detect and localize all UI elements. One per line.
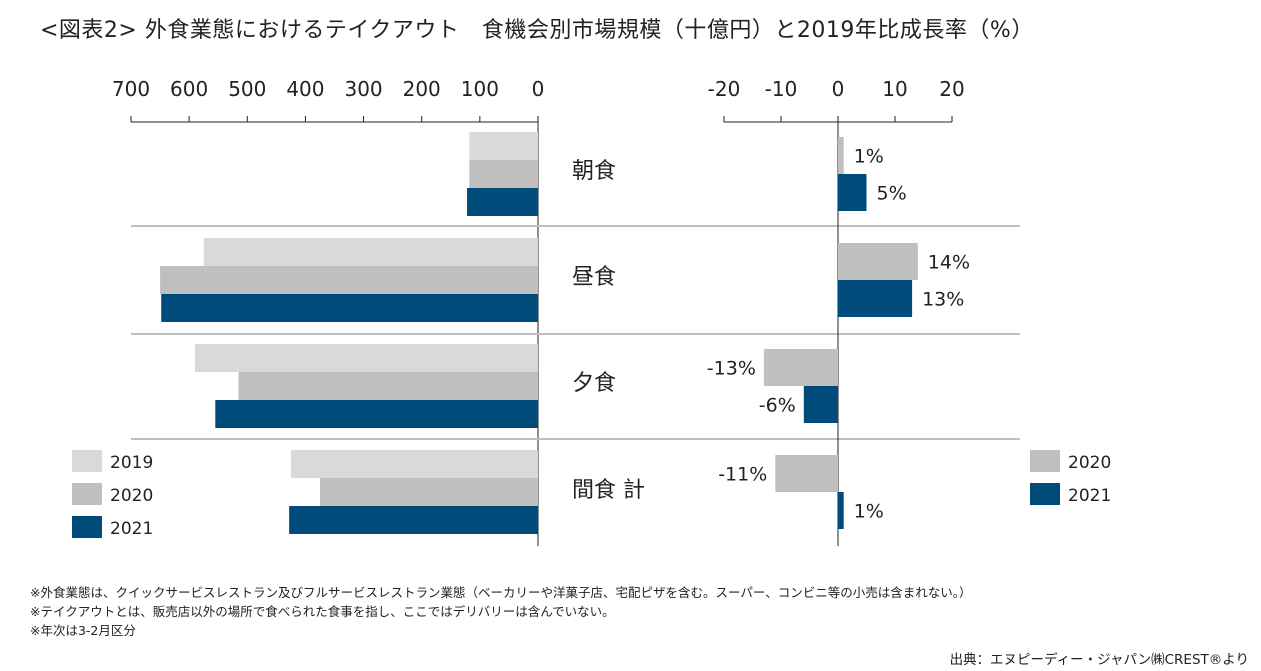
- right-legend-label: 2021: [1068, 486, 1111, 506]
- left-tick-label: 100: [461, 77, 499, 101]
- left-tick-label: 500: [228, 77, 266, 101]
- category-label: 朝食: [572, 159, 616, 184]
- left-legend-label: 2021: [110, 519, 153, 539]
- left-legend-swatch-2020: [72, 483, 102, 505]
- left-tick-label: 600: [170, 77, 208, 101]
- left-bar-2019: [194, 344, 538, 372]
- right-bar-2021: [838, 174, 867, 211]
- right-tick-label: -10: [765, 77, 798, 101]
- right-legend-label: 2020: [1068, 453, 1111, 473]
- right-legend-swatch-2020: [1030, 450, 1060, 472]
- footnote-1: ※外食業態は、クイックサービスレストラン及びフルサービスレストラン業態（ベーカリ…: [30, 585, 972, 600]
- left-bar-2021: [161, 294, 538, 322]
- data-label: 1%: [854, 501, 884, 523]
- left-bar-2019: [203, 238, 538, 266]
- left-tick-label: 300: [344, 77, 382, 101]
- left-legend-swatch-2019: [72, 450, 102, 472]
- source-note: 出典：エヌピーディー・ジャパン㈱CREST®より: [949, 652, 1249, 668]
- data-label: 1%: [854, 146, 884, 168]
- left-bar-2020: [160, 266, 539, 294]
- left-bar-2020: [469, 160, 538, 188]
- left-tick-label: 400: [286, 77, 324, 101]
- right-bar-2021: [838, 280, 913, 317]
- data-label: -11%: [718, 464, 767, 486]
- left-bar-2021: [289, 506, 538, 534]
- footnote-2: ※テイクアウトとは、販売店以外の場所で食べられた食事を指し、ここではデリバリーは…: [30, 604, 615, 619]
- data-label: -13%: [707, 358, 756, 380]
- right-bar-2020: [763, 349, 838, 386]
- left-legend-label: 2020: [110, 486, 153, 506]
- left-bar-2020: [238, 372, 539, 400]
- footnote-3: ※年次は3-2月区分: [30, 623, 136, 638]
- left-bar-2019: [290, 450, 538, 478]
- category-label: 昼食: [572, 265, 616, 290]
- left-legend-swatch-2021: [72, 516, 102, 538]
- left-bar-2020: [319, 478, 538, 506]
- right-tick-label: 10: [882, 77, 907, 101]
- right-tick-label: -20: [708, 77, 741, 101]
- data-label: -6%: [759, 395, 796, 417]
- right-bar-2020: [838, 137, 844, 174]
- right-tick-label: 20: [939, 77, 964, 101]
- right-bar-2020: [838, 243, 918, 280]
- right-bar-2021: [838, 492, 844, 529]
- data-label: 13%: [922, 289, 964, 311]
- left-tick-label: 0: [532, 77, 545, 101]
- right-legend-swatch-2021: [1030, 483, 1060, 505]
- left-legend-label: 2019: [110, 453, 153, 473]
- left-tick-label: 700: [112, 77, 150, 101]
- data-label: 5%: [877, 183, 907, 205]
- category-label: 間食 計: [572, 478, 645, 503]
- right-bar-2021: [803, 386, 838, 423]
- left-bar-2021: [215, 400, 539, 428]
- left-tick-label: 200: [403, 77, 441, 101]
- chart-title: <図表2> 外食業態におけるテイクアウト 食機会別市場規模（十億円）と2019年…: [40, 18, 1034, 43]
- data-label: 14%: [928, 252, 970, 274]
- right-tick-label: 0: [832, 77, 845, 101]
- left-bar-2019: [469, 132, 538, 160]
- right-bar-2020: [775, 455, 838, 492]
- category-label: 夕食: [572, 371, 616, 396]
- left-bar-2021: [467, 188, 538, 216]
